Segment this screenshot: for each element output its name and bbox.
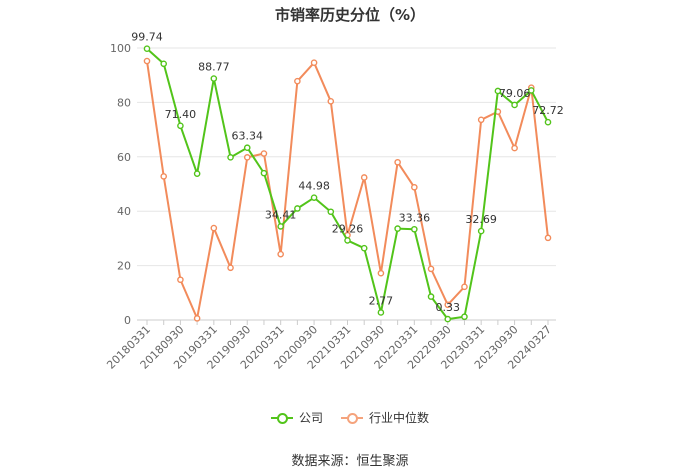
series-line <box>146 60 549 320</box>
data-label: 88.77 <box>198 61 230 74</box>
data-point <box>143 45 151 53</box>
data-point <box>494 87 502 95</box>
data-label: 29.26 <box>332 222 364 235</box>
y-tick-label: 60 <box>117 151 131 164</box>
data-point <box>210 224 218 232</box>
data-point <box>394 158 401 166</box>
y-tick-label: 20 <box>117 260 131 273</box>
data-point <box>177 122 184 130</box>
y-tick-label: 80 <box>117 96 131 109</box>
data-point <box>243 144 251 152</box>
data-point <box>193 315 201 322</box>
data-point <box>411 183 418 191</box>
data-point <box>511 101 518 109</box>
data-point <box>227 264 234 272</box>
data-point <box>444 301 452 309</box>
data-source-note: 数据来源：恒生聚源 <box>291 454 409 469</box>
data-point <box>277 250 284 258</box>
data-point <box>394 225 401 232</box>
data-point <box>327 208 335 216</box>
data-point <box>461 283 468 291</box>
data-point <box>177 276 184 284</box>
data-point <box>294 77 301 85</box>
data-point <box>377 309 385 316</box>
data-point <box>344 237 351 244</box>
legend-item-company[interactable]: 公司 <box>270 409 323 426</box>
data-point <box>260 150 268 157</box>
legend-item-industry-median[interactable]: 行业中位数 <box>341 409 429 426</box>
data-point <box>544 234 552 242</box>
data-point <box>477 116 485 124</box>
series-industry-median <box>143 57 552 322</box>
data-label: 71.40 <box>165 108 197 121</box>
y-tick-label: 100 <box>110 42 131 55</box>
data-point <box>277 223 284 230</box>
chart-legend: 公司 行业中位数 <box>0 409 700 426</box>
data-point <box>294 205 301 212</box>
data-point <box>427 265 435 273</box>
data-label: 34.41 <box>265 208 297 221</box>
y-tick-label: 40 <box>117 205 131 218</box>
data-point <box>427 293 435 300</box>
y-tick-label: 0 <box>124 314 131 327</box>
legend-swatch-industry-median <box>341 412 363 424</box>
data-point <box>461 313 468 321</box>
data-label: 99.74 <box>131 31 163 44</box>
data-label: 0.33 <box>436 301 461 314</box>
data-point <box>444 315 452 323</box>
data-point <box>511 144 518 152</box>
data-point <box>544 118 552 126</box>
data-point <box>377 269 385 277</box>
legend-label-industry-median: 行业中位数 <box>369 411 430 425</box>
data-point <box>160 60 168 68</box>
data-point <box>227 154 234 161</box>
legend-swatch-company <box>270 412 293 424</box>
data-point <box>260 169 268 177</box>
data-point <box>193 170 201 177</box>
data-point <box>310 59 318 66</box>
legend-label-company: 公司 <box>298 411 323 425</box>
series-company <box>143 45 552 323</box>
data-label: 32.69 <box>465 213 497 226</box>
data-label: 63.34 <box>232 130 264 143</box>
data-point <box>411 225 418 233</box>
data-point <box>243 154 251 161</box>
data-point <box>327 98 335 105</box>
data-point <box>477 227 485 235</box>
data-label: 2.77 <box>369 294 394 307</box>
data-label: 44.98 <box>298 180 330 193</box>
data-point <box>527 87 535 94</box>
data-label: 33.36 <box>399 211 431 224</box>
data-point <box>360 244 368 252</box>
data-point <box>360 174 368 181</box>
chart-title: 市销率历史分位（%） <box>274 6 426 24</box>
data-label: 72.72 <box>532 104 564 117</box>
series-line <box>146 47 549 321</box>
data-label: 79.06 <box>499 87 531 100</box>
data-point <box>143 57 151 65</box>
data-point <box>210 75 218 82</box>
data-point <box>160 173 168 180</box>
data-point <box>310 194 318 201</box>
